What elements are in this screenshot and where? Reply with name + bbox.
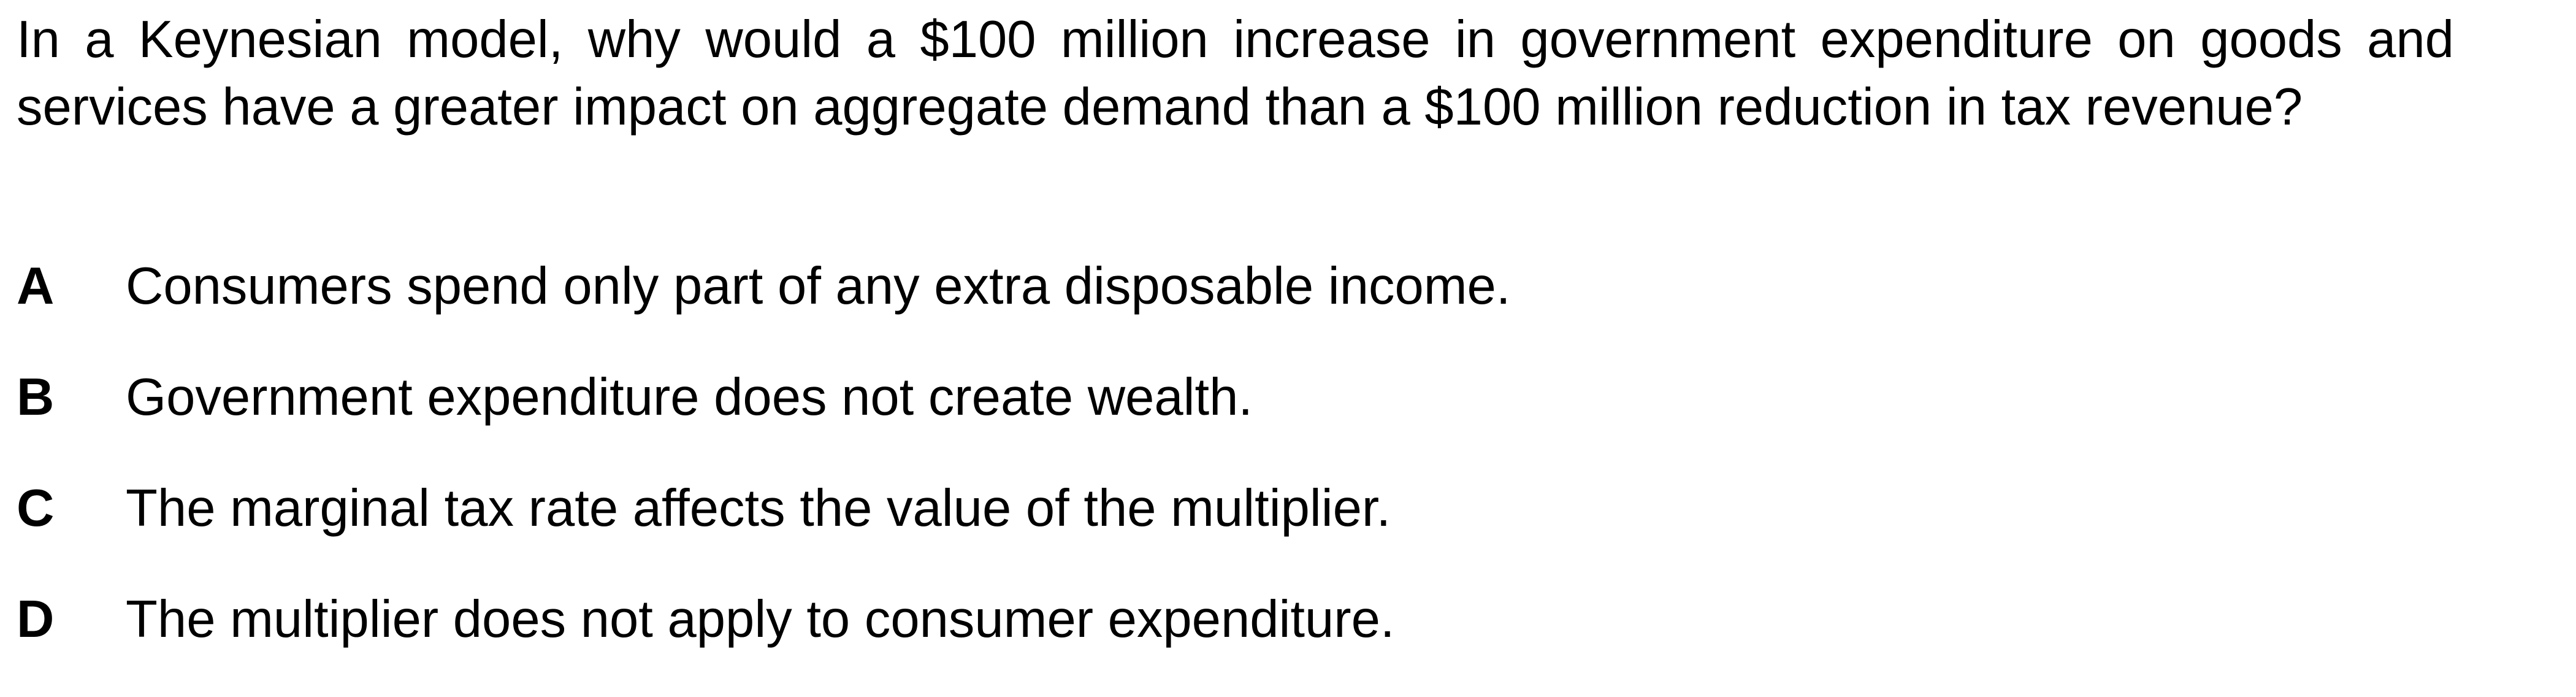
option-a-letter: A xyxy=(17,257,55,315)
option-c-letter: C xyxy=(17,479,55,537)
option-a[interactable]: A Consumers spend only part of any extra… xyxy=(17,253,2454,364)
option-b[interactable]: B Government expenditure does not create… xyxy=(17,364,2454,475)
option-d-text: The multiplier does not apply to consume… xyxy=(126,590,1395,649)
option-a-text: Consumers spend only part of any extra d… xyxy=(126,257,1511,315)
option-d[interactable]: D The multiplier does not apply to consu… xyxy=(17,586,2454,697)
option-c[interactable]: C The marginal tax rate affects the valu… xyxy=(17,475,2454,586)
option-b-text: Government expenditure does not create w… xyxy=(126,368,1253,426)
question-text: In a Keynesian model, why would a $100 m… xyxy=(17,10,2454,136)
answer-options: A Consumers spend only part of any extra… xyxy=(17,253,2454,697)
option-c-text: The marginal tax rate affects the value … xyxy=(126,479,1391,537)
option-d-letter: D xyxy=(17,590,55,649)
option-b-letter: B xyxy=(17,368,55,426)
